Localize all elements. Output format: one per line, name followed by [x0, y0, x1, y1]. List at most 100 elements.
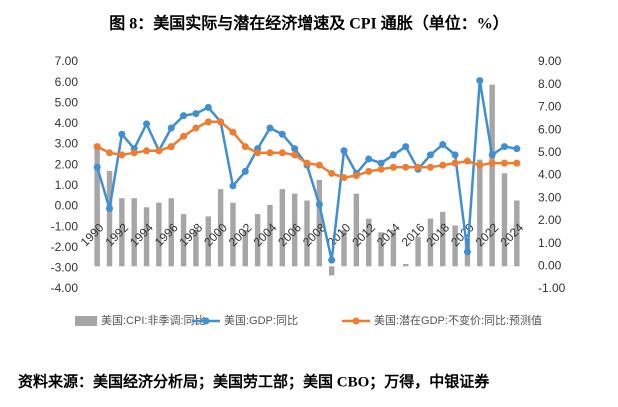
bar — [143, 207, 150, 267]
bar — [365, 218, 372, 267]
marker — [352, 172, 360, 179]
x-tick-label: 2006 — [275, 220, 304, 249]
marker — [155, 147, 163, 155]
bar — [514, 200, 520, 267]
bar — [279, 189, 286, 267]
legend-label: 美国:CPI:非季调:同比 — [101, 314, 206, 327]
bar — [193, 229, 199, 267]
chart-title: 图 8：美国实际与潜在经济增速及 CPI 通胀（单位：%） — [109, 14, 509, 33]
x-tick-label: 1990 — [78, 220, 107, 249]
y-tick-label: -3.00 — [51, 261, 79, 275]
y2-tick-label: 6.00 — [538, 122, 562, 136]
marker — [426, 151, 434, 159]
bar — [267, 205, 273, 267]
marker — [500, 143, 508, 151]
marker — [476, 77, 484, 85]
bar — [205, 216, 211, 267]
bar — [119, 198, 125, 267]
legend-label: 美国:GDP:同比 — [224, 314, 298, 327]
y-tick-label: 7.00 — [55, 54, 79, 68]
x-tick-label: 2022 — [473, 220, 502, 249]
marker — [340, 147, 348, 155]
marker — [130, 149, 138, 157]
marker — [192, 124, 200, 132]
marker — [241, 167, 249, 175]
marker — [315, 200, 323, 208]
marker — [167, 124, 175, 132]
marker — [426, 163, 434, 171]
marker — [463, 157, 471, 165]
marker — [414, 163, 422, 171]
bar — [390, 229, 397, 267]
marker — [254, 149, 262, 157]
y2-tick-label: 0.00 — [538, 258, 562, 272]
bar — [501, 173, 508, 267]
legend-marker — [352, 317, 360, 325]
bar — [427, 218, 434, 267]
y-tick-label: 5.00 — [55, 95, 79, 109]
bar — [304, 200, 310, 267]
marker — [389, 151, 397, 159]
marker — [328, 169, 336, 177]
marker — [291, 151, 299, 159]
marker — [303, 159, 311, 167]
marker — [463, 248, 471, 256]
marker — [143, 147, 151, 155]
marker — [192, 110, 200, 118]
marker — [513, 145, 521, 153]
marker — [229, 128, 237, 136]
marker — [266, 149, 274, 157]
y2-tick-label: 4.00 — [538, 168, 562, 182]
y2-tick-label: 8.00 — [538, 77, 562, 91]
y-tick-label: 2.00 — [55, 157, 79, 171]
marker — [402, 143, 410, 151]
bar — [131, 198, 137, 267]
marker — [389, 163, 397, 171]
y2-tick-label: 3.00 — [538, 190, 562, 204]
bar — [254, 214, 261, 267]
marker — [180, 112, 188, 120]
x-tick-label: 1996 — [152, 220, 181, 249]
marker — [106, 149, 114, 157]
marker — [118, 130, 126, 138]
x-tick-label: 1992 — [102, 220, 131, 249]
marker — [106, 205, 114, 213]
x-tick-label: 2016 — [399, 220, 428, 249]
y-tick-label: 0.00 — [55, 199, 79, 213]
marker — [241, 143, 249, 151]
bar — [180, 214, 187, 267]
bar — [217, 189, 224, 267]
bar — [440, 211, 446, 267]
bar — [403, 264, 409, 267]
x-tick-label: 2002 — [226, 220, 255, 249]
marker — [217, 118, 225, 126]
marker — [488, 159, 496, 167]
x-tick-label: 2024 — [497, 220, 526, 249]
marker — [204, 118, 212, 126]
marker — [278, 130, 286, 138]
x-tick-label: 1994 — [127, 220, 156, 249]
y-tick-label: -1.00 — [51, 219, 79, 233]
y2-tick-label: 2.00 — [538, 213, 562, 227]
bar — [242, 229, 249, 267]
marker — [488, 151, 496, 159]
marker — [377, 165, 385, 173]
bar — [168, 198, 174, 267]
marker — [229, 182, 237, 190]
x-tick-label: 1998 — [176, 220, 205, 249]
marker — [500, 159, 508, 167]
marker — [278, 149, 286, 157]
legend-swatch — [75, 316, 97, 326]
marker — [266, 124, 274, 132]
x-tick-label: 2000 — [201, 220, 230, 249]
y2-tick-label: 5.00 — [538, 145, 562, 159]
y2-tick-label: -1.00 — [538, 281, 566, 295]
x-tick-label: 2020 — [448, 220, 477, 249]
marker — [513, 159, 521, 167]
bar — [415, 236, 421, 267]
y2-tick-label: 1.00 — [538, 236, 562, 250]
marker — [365, 155, 373, 163]
bar — [156, 202, 162, 267]
marker — [439, 161, 447, 169]
